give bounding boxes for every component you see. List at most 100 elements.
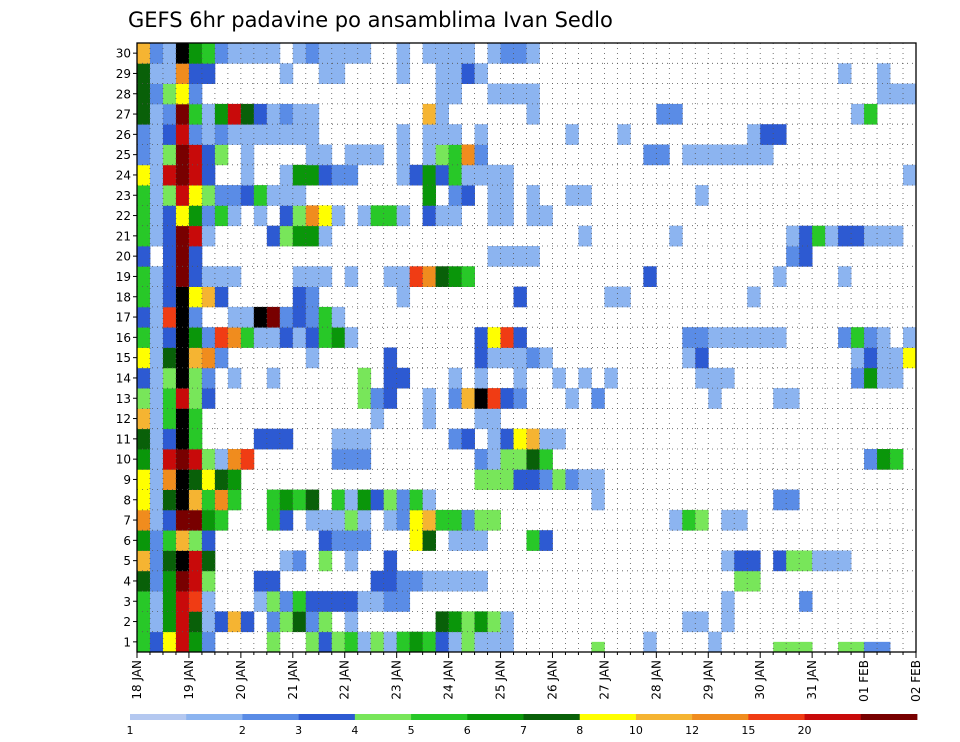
heatmap-cell	[747, 550, 761, 572]
heatmap-cell	[474, 509, 488, 531]
heatmap-cell	[448, 530, 462, 551]
heatmap-cell	[487, 428, 501, 450]
heatmap-cell	[747, 286, 761, 308]
heatmap-cell	[188, 83, 203, 105]
heatmap-cell	[162, 591, 177, 612]
heatmap-cell	[149, 489, 164, 511]
heatmap-cell	[734, 144, 748, 166]
heatmap-cell	[526, 205, 540, 227]
heatmap-cell	[461, 164, 475, 186]
heatmap-cell	[344, 489, 359, 511]
heatmap-cell	[305, 225, 320, 247]
heatmap-cell	[137, 509, 151, 531]
heatmap-cell	[201, 63, 216, 84]
heatmap-cell	[318, 225, 333, 247]
heatmap-cell	[370, 570, 385, 592]
heatmap-cell	[396, 124, 411, 145]
heatmap-cell	[201, 388, 216, 409]
heatmap-cell	[487, 631, 501, 653]
heatmap-cell	[305, 205, 320, 227]
heatmap-cell	[487, 246, 501, 267]
heatmap-cell	[253, 205, 268, 227]
heatmap-cell	[292, 225, 307, 247]
x-tick-label: 22 JAN	[338, 660, 352, 700]
heatmap-cell	[240, 449, 255, 470]
heatmap-cell	[799, 641, 813, 653]
heatmap-cell	[305, 591, 320, 612]
heatmap-cell	[175, 185, 190, 206]
heatmap-cell	[474, 124, 488, 145]
heatmap-cell	[565, 469, 579, 490]
heatmap-cell	[487, 347, 501, 369]
heatmap-cell	[838, 550, 852, 572]
heatmap-cell	[435, 570, 449, 592]
heatmap-cell	[137, 63, 151, 84]
heatmap-cell	[422, 631, 437, 653]
heatmap-cell	[513, 367, 527, 389]
heatmap-cell	[695, 327, 709, 348]
heatmap-cell	[253, 124, 268, 145]
heatmap-cell	[201, 449, 216, 470]
heatmap-cell	[526, 83, 540, 105]
heatmap-cell	[851, 225, 865, 247]
heatmap-cell	[838, 225, 852, 247]
heatmap-cell	[162, 205, 177, 227]
heatmap-cell	[292, 103, 307, 125]
heatmap-cell	[474, 449, 488, 470]
colorbar-label: 20	[798, 724, 812, 737]
heatmap-cell	[149, 164, 164, 186]
heatmap-cell	[591, 469, 605, 490]
heatmap-cell	[137, 43, 151, 64]
heatmap-cell	[149, 530, 164, 551]
heatmap-cell	[292, 306, 307, 328]
heatmap-cell	[279, 611, 294, 633]
heatmap-cell	[162, 530, 177, 551]
heatmap-cell	[149, 83, 164, 105]
heatmap-cell	[539, 347, 553, 369]
heatmap-cell	[890, 225, 904, 247]
heatmap-cell	[448, 43, 462, 64]
heatmap-cell	[864, 641, 878, 653]
heatmap-cell	[292, 591, 307, 612]
heatmap-cell	[487, 611, 501, 633]
y-tick-label: 14	[116, 371, 131, 385]
heatmap-cell	[604, 367, 618, 389]
heatmap-cell	[435, 83, 449, 105]
heatmap-cell	[357, 428, 372, 450]
heatmap-cell	[331, 43, 346, 64]
heatmap-cell	[513, 83, 527, 105]
heatmap-cell	[279, 63, 294, 84]
heatmap-cell	[292, 286, 307, 308]
heatmap-cell	[565, 124, 579, 145]
colorbar-swatch	[411, 714, 468, 720]
heatmap-cell	[292, 266, 307, 287]
heatmap-cell	[227, 124, 242, 145]
heatmap-cell	[396, 286, 411, 308]
x-tick-label: 31 JAN	[805, 660, 819, 700]
heatmap-cell	[877, 641, 891, 653]
heatmap-cell	[227, 185, 242, 206]
heatmap-cell	[188, 327, 203, 348]
heatmap-cell	[227, 367, 242, 389]
heatmap-cell	[292, 164, 307, 186]
heatmap-cell	[175, 449, 190, 470]
heatmap-cell	[383, 367, 398, 389]
heatmap-cell	[149, 367, 164, 389]
heatmap-cell	[137, 103, 151, 125]
heatmap-cell	[487, 327, 501, 348]
heatmap-cell	[137, 408, 151, 430]
heatmap-cell	[500, 449, 514, 470]
heatmap-cell	[279, 591, 294, 612]
colorbar-swatch	[186, 714, 243, 720]
heatmap-cell	[526, 530, 540, 551]
heatmap-cell	[149, 591, 164, 612]
heatmap-cell	[604, 286, 618, 308]
heatmap-cell	[474, 347, 488, 369]
heatmap-cell	[747, 327, 761, 348]
heatmap-cell	[669, 225, 683, 247]
heatmap-cell	[643, 266, 657, 287]
heatmap-cell	[474, 388, 488, 409]
heatmap-cell	[292, 550, 307, 572]
heatmap-cell	[266, 124, 281, 145]
